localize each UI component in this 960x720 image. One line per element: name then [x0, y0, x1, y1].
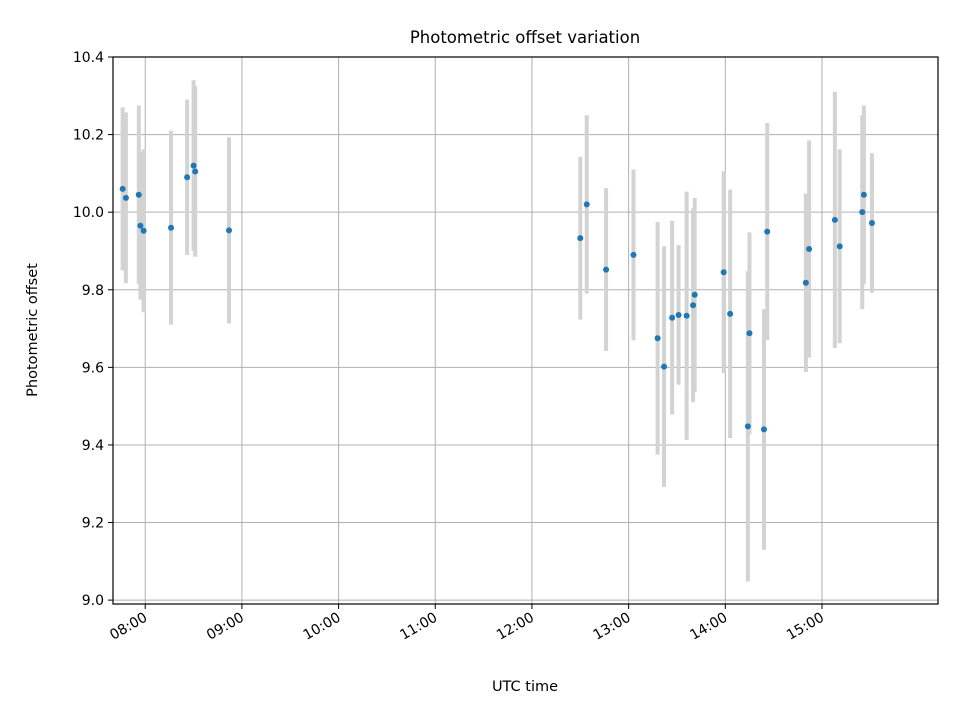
y-tick-label: 10.4 — [73, 50, 104, 66]
data-points — [119, 162, 875, 433]
data-point — [683, 312, 690, 319]
data-point — [184, 174, 191, 181]
data-point — [140, 227, 147, 234]
data-point — [603, 266, 610, 273]
grid-lines — [113, 56, 938, 604]
data-point — [859, 209, 866, 216]
y-tick-label: 10.2 — [73, 128, 104, 144]
y-tick-label: 10.0 — [73, 205, 104, 221]
plot-frame — [112, 56, 939, 605]
data-point — [744, 423, 751, 430]
data-point — [720, 269, 727, 276]
data-point — [727, 310, 734, 317]
data-point — [669, 314, 676, 321]
y-tick-label: 9.2 — [82, 516, 104, 532]
x-axis-label: UTC time — [492, 679, 558, 695]
data-point — [836, 243, 843, 250]
data-point — [122, 194, 129, 201]
data-point — [654, 335, 661, 342]
y-tick-label: 9.8 — [82, 283, 104, 299]
y-axis-label: Photometric offset — [25, 263, 41, 397]
data-point — [691, 291, 698, 298]
chart-title: Photometric offset variation — [410, 28, 640, 47]
data-point — [831, 216, 838, 223]
y-tick-label: 9.0 — [82, 593, 104, 609]
data-point — [675, 311, 682, 318]
data-point — [137, 222, 144, 229]
data-point — [802, 279, 809, 286]
data-point — [690, 302, 697, 309]
data-point — [764, 228, 771, 235]
data-point — [168, 224, 175, 231]
data-point — [868, 220, 875, 227]
data-point — [760, 426, 767, 433]
data-point — [860, 191, 867, 198]
data-point — [746, 330, 753, 337]
y-tick-label: 9.6 — [82, 360, 104, 376]
data-point — [226, 227, 233, 234]
data-point — [630, 251, 637, 258]
data-point — [583, 201, 590, 208]
data-point — [135, 191, 142, 198]
data-point — [190, 162, 197, 169]
data-point — [119, 185, 126, 192]
data-point — [661, 363, 668, 370]
y-tick-label: 9.4 — [82, 438, 104, 454]
data-point — [192, 168, 199, 175]
data-point — [806, 246, 813, 253]
data-point — [577, 235, 584, 242]
y-axis: 9.0 9.2 9.4 9.6 9.8 10.0 10.2 10.4 — [73, 50, 113, 609]
